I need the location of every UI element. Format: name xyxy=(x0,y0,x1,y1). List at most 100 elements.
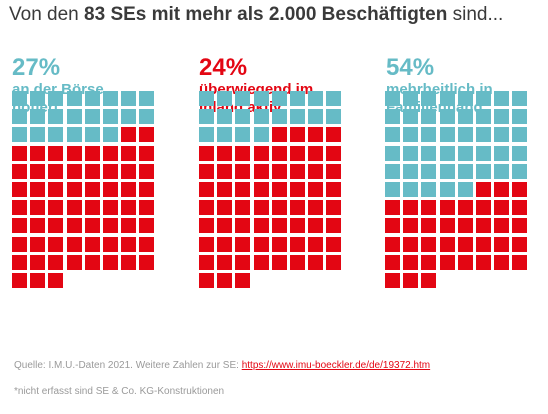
waffle-cell-red xyxy=(217,273,233,288)
waffle-cell-red xyxy=(290,236,305,252)
panel-percent: 24% xyxy=(199,54,248,81)
waffle-cell-red xyxy=(12,254,27,270)
waffle-cell-red xyxy=(139,218,155,234)
waffle-cell-teal xyxy=(326,91,342,106)
waffle-cell-red xyxy=(84,200,100,216)
waffle-cell-teal xyxy=(12,91,27,106)
waffle-cell-red xyxy=(48,273,64,288)
waffle-cell-red xyxy=(326,182,342,197)
waffle-cell-red xyxy=(421,200,437,216)
waffle-cell-red xyxy=(217,218,233,234)
waffle-cell-red xyxy=(84,182,100,197)
waffle-cell-red xyxy=(512,182,528,197)
waffle-cell-red xyxy=(271,145,287,161)
waffle-cell-red xyxy=(308,218,324,234)
waffle-cell-teal xyxy=(512,163,528,179)
waffle-cell-red xyxy=(308,254,324,270)
waffle-cell-red xyxy=(326,200,342,216)
waffle-cell-red xyxy=(48,254,64,270)
waffle-cell-teal xyxy=(494,109,510,125)
waffle-cell-teal xyxy=(48,109,64,125)
waffle-cell-teal xyxy=(48,127,64,143)
waffle-cell-teal xyxy=(421,109,437,125)
waffle-cell-red xyxy=(66,218,82,234)
waffle-cell-red xyxy=(217,236,233,252)
waffle-cell-red xyxy=(12,218,27,234)
waffle-cell-red xyxy=(290,182,305,197)
waffle-cell-red xyxy=(271,236,287,252)
waffle-cell-red xyxy=(512,200,528,216)
waffle-cell-red xyxy=(139,163,155,179)
waffle-cell-red xyxy=(30,182,46,197)
waffle-cell-teal xyxy=(457,109,473,125)
waffle-cell-teal xyxy=(385,182,400,197)
waffle-cell-red xyxy=(253,163,269,179)
waffle-cell-red xyxy=(476,254,491,270)
waffle-cell-teal xyxy=(403,91,419,106)
footnote: *nicht erfasst sind SE & Co. KG-Konstruk… xyxy=(14,386,225,397)
waffle-cell-red xyxy=(48,218,64,234)
waffle-cell-teal xyxy=(253,91,269,106)
panel-inland: 24% überwiegend im Inland aktiv xyxy=(199,54,313,117)
waffle-cell-red xyxy=(121,200,137,216)
waffle-cell-teal xyxy=(199,127,214,143)
waffle-cell-teal xyxy=(253,109,269,125)
waffle-cell-teal xyxy=(199,91,214,106)
waffle-cell-teal xyxy=(217,91,233,106)
waffle-cell-red xyxy=(290,163,305,179)
waffle-cell-red xyxy=(84,145,100,161)
waffle-cell-red xyxy=(235,200,251,216)
waffle-cell-teal xyxy=(494,145,510,161)
waffle-cell-red xyxy=(271,254,287,270)
waffle-cell-red xyxy=(457,236,473,252)
waffle-cell-red xyxy=(476,236,491,252)
waffle-cell-red xyxy=(326,163,342,179)
waffle-cell-red xyxy=(308,163,324,179)
waffle-cell-red xyxy=(217,145,233,161)
waffle-cell-red xyxy=(271,182,287,197)
waffle-cell-red xyxy=(121,145,137,161)
waffle-cell-red xyxy=(30,236,46,252)
waffle-cell-red xyxy=(139,145,155,161)
waffle-cell-teal xyxy=(457,163,473,179)
waffle-cell-red xyxy=(457,218,473,234)
waffle-cell-red xyxy=(199,273,214,288)
waffle-cell-teal xyxy=(512,109,528,125)
chart-title: Von den 83 SEs mit mehr als 2.000 Beschä… xyxy=(9,4,504,25)
waffle-cell-red xyxy=(217,254,233,270)
waffle-cell-teal xyxy=(199,109,214,125)
waffle-cell-red xyxy=(66,200,82,216)
waffle-cell-teal xyxy=(439,109,455,125)
waffle-cell-red xyxy=(439,236,455,252)
waffle-cell-red xyxy=(103,182,118,197)
waffle-cell-red xyxy=(235,182,251,197)
waffle-cell-red xyxy=(103,145,118,161)
waffle-cell-red xyxy=(494,200,510,216)
waffle-cell-red xyxy=(121,163,137,179)
source-link[interactable]: https://www.imu-boeckler.de/de/19372.htm xyxy=(241,360,431,371)
panel-percent: 54% xyxy=(386,54,435,81)
waffle-cell-red xyxy=(235,236,251,252)
waffle-cell-red xyxy=(476,182,491,197)
waffle-cell-red xyxy=(512,236,528,252)
waffle-cell-teal xyxy=(421,127,437,143)
waffle-cell-red xyxy=(84,163,100,179)
waffle-cell-teal xyxy=(121,91,137,106)
waffle-cell-red xyxy=(385,200,400,216)
waffle-cell-red xyxy=(271,163,287,179)
waffle-cell-teal xyxy=(235,109,251,125)
waffle-cell-teal xyxy=(290,91,305,106)
waffle-cell-red xyxy=(121,254,137,270)
waffle-cell-teal xyxy=(103,91,118,106)
waffle-cell-red xyxy=(235,273,251,288)
waffle-cell-red xyxy=(199,163,214,179)
waffle-cell-teal xyxy=(84,127,100,143)
waffle-cell-red xyxy=(66,145,82,161)
waffle-cell-red xyxy=(121,218,137,234)
waffle-cell-teal xyxy=(48,91,64,106)
waffle-cell-teal xyxy=(253,127,269,143)
waffle-cell-red xyxy=(253,145,269,161)
waffle-cell-red xyxy=(103,163,118,179)
waffle-cell-red xyxy=(217,200,233,216)
waffle-cell-red xyxy=(253,200,269,216)
